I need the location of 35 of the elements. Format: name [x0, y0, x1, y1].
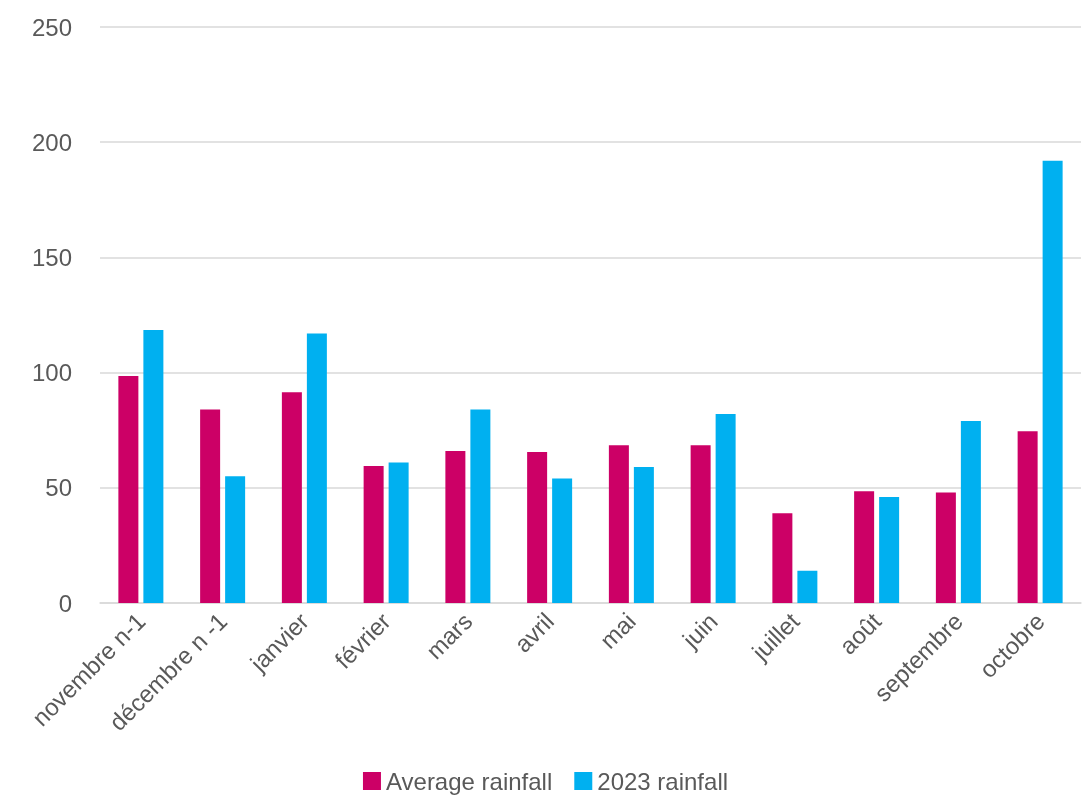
bar — [363, 465, 384, 603]
legend-label: Average rainfall — [385, 767, 553, 795]
bar — [1017, 431, 1038, 603]
bar — [552, 478, 573, 603]
x-tick-label: juin — [676, 607, 723, 654]
bar — [118, 376, 139, 603]
y-tick-label: 150 — [31, 243, 72, 271]
bar — [527, 452, 548, 603]
bar — [935, 492, 956, 603]
y-tick-label: 250 — [31, 13, 72, 41]
bar — [143, 329, 164, 603]
bar — [1042, 160, 1063, 603]
bar — [960, 420, 981, 603]
bar — [772, 513, 793, 603]
bar — [388, 462, 409, 603]
bar — [879, 497, 900, 603]
bar — [281, 392, 302, 603]
bar — [445, 450, 466, 603]
bar — [690, 445, 711, 603]
legend-label: 2023 rainfall — [597, 767, 729, 795]
bar — [797, 570, 818, 603]
x-tick-label: avril — [508, 607, 560, 658]
y-tick-label: 100 — [31, 359, 72, 387]
bar — [854, 491, 875, 603]
y-tick-label: 200 — [31, 128, 72, 156]
bar — [608, 445, 629, 603]
bar — [633, 467, 654, 603]
bar — [200, 409, 221, 603]
bar — [225, 476, 246, 603]
y-tick-label: 0 — [58, 589, 72, 617]
y-tick-label: 50 — [45, 474, 72, 502]
bar — [306, 333, 327, 603]
bar — [470, 409, 491, 603]
bar — [715, 414, 736, 603]
x-tick-label: mai — [594, 607, 641, 654]
